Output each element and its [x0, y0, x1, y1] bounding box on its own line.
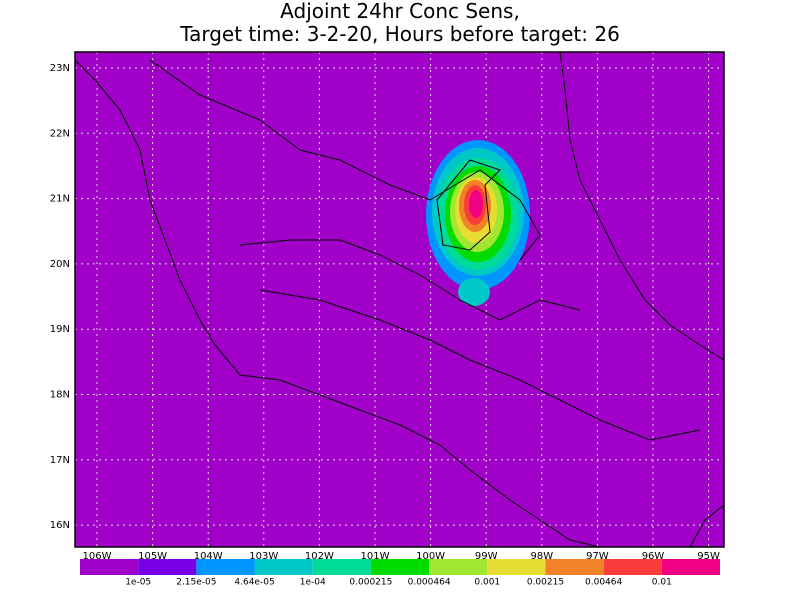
lat-label: 23N — [50, 63, 70, 74]
colorbar-box — [312, 559, 371, 575]
lon-label: 96W — [642, 551, 665, 562]
lon-label: 95W — [697, 551, 720, 562]
colorbar-label: 1e-05 — [125, 578, 151, 588]
colorbar-label: 0.01 — [652, 578, 672, 588]
lon-label: 99W — [475, 551, 498, 562]
lon-label: 101W — [361, 551, 390, 562]
colorbar-box — [80, 559, 139, 575]
lon-label: 106W — [83, 551, 112, 562]
lon-label: 104W — [194, 551, 223, 562]
colorbar-box — [545, 559, 604, 575]
lat-label: 22N — [50, 128, 70, 139]
colorbar-box — [487, 559, 546, 575]
colorbar-label: 0.00464 — [585, 578, 622, 588]
lon-label: 105W — [138, 551, 167, 562]
lon-label: 102W — [305, 551, 334, 562]
colorbar-box — [429, 559, 488, 575]
contour — [458, 278, 490, 306]
lon-label: 100W — [416, 551, 445, 562]
colorbar-label: 0.00215 — [527, 578, 564, 588]
title-line: Adjoint 24hr Conc Sens, — [280, 0, 520, 23]
colorbar-label: 1e-04 — [300, 578, 326, 588]
contour — [469, 190, 483, 218]
lat-label: 19N — [50, 324, 70, 335]
lat-label: 18N — [50, 390, 70, 401]
map-frame — [74, 51, 725, 548]
colorbar-label: 0.000215 — [349, 578, 392, 588]
colorbar-box — [196, 559, 255, 575]
coastlines — [74, 51, 725, 548]
map-area — [75, 52, 724, 547]
colorbar-box — [370, 559, 430, 575]
colorbar-box — [661, 559, 720, 575]
colorbar-box — [138, 559, 197, 575]
colorbar-box — [603, 559, 662, 575]
lat-label: 16N — [50, 520, 70, 531]
lon-label: 97W — [586, 551, 609, 562]
graticule — [75, 52, 724, 547]
lon-label: 103W — [249, 551, 278, 562]
lat-label: 17N — [50, 455, 70, 466]
colorbar: 1e-05 2.15e-05 4.64e-05 1e-04 0.000215 0.0004… — [80, 559, 720, 588]
lat-label: 21N — [50, 194, 70, 205]
lat-label: 20N — [50, 259, 70, 270]
colorbar-label: 0.000464 — [408, 578, 451, 588]
colorbar-label: 4.64e-05 — [234, 578, 274, 588]
title-line: Target time: 3-2-20, Hours before target… — [179, 22, 620, 46]
colorbar-label: 0.001 — [474, 578, 500, 588]
colorbar-box — [254, 559, 313, 575]
colorbar-label: 2.15e-05 — [176, 578, 216, 588]
lon-label: 98W — [530, 551, 553, 562]
